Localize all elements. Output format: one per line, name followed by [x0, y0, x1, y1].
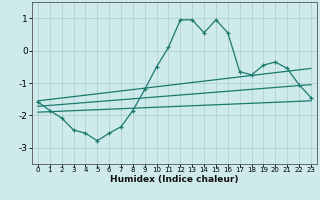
X-axis label: Humidex (Indice chaleur): Humidex (Indice chaleur) [110, 175, 239, 184]
